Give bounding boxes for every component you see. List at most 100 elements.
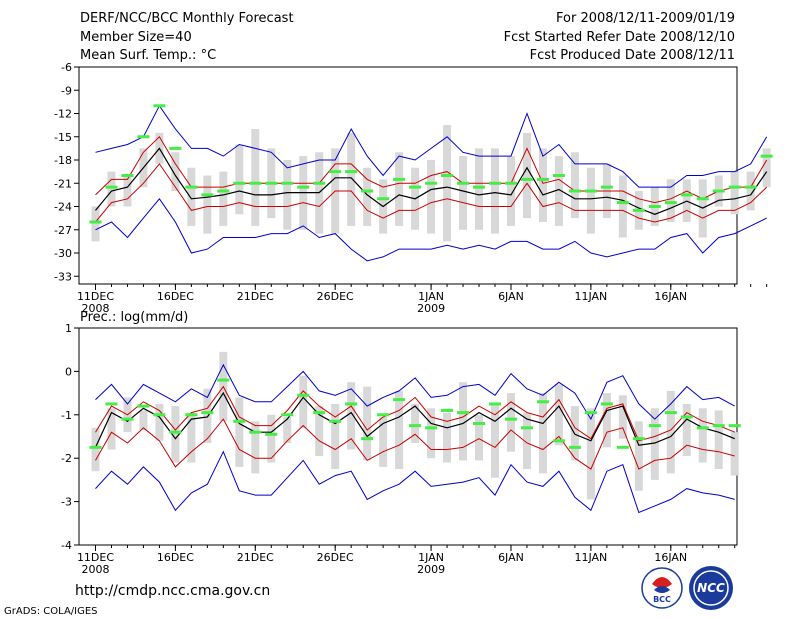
y-tick-label: -1 xyxy=(61,409,72,422)
observed-marker xyxy=(648,205,661,208)
observed-marker xyxy=(329,419,342,423)
spread-box xyxy=(363,167,372,226)
spread-box xyxy=(459,382,468,461)
observed-marker xyxy=(632,208,645,212)
spread-box xyxy=(602,393,611,448)
spread-box xyxy=(554,156,563,226)
spread-box xyxy=(139,410,148,430)
observed-marker xyxy=(169,146,182,150)
spread-box xyxy=(746,171,755,211)
observed-marker xyxy=(616,445,629,449)
y-tick-label: -12 xyxy=(54,108,72,121)
observed-marker xyxy=(409,424,422,428)
ncc-logo-disc xyxy=(689,566,733,610)
y-tick-label: -21 xyxy=(54,177,72,190)
observed-marker xyxy=(137,135,150,139)
observed-marker xyxy=(201,411,214,415)
spread-box xyxy=(107,171,116,207)
observed-marker xyxy=(648,424,661,428)
observed-marker xyxy=(281,413,294,417)
observed-marker xyxy=(664,201,677,205)
observed-marker xyxy=(265,432,278,436)
y-tick-label: -4 xyxy=(61,539,72,552)
spread-box xyxy=(522,412,531,470)
observed-marker xyxy=(185,413,198,417)
observed-marker xyxy=(696,426,709,430)
spread-box xyxy=(155,403,164,441)
lower-spread-line xyxy=(95,163,768,223)
y-tick-label: -2 xyxy=(61,452,72,465)
observed-marker xyxy=(632,437,645,441)
x-tick-label: 26DEC xyxy=(317,551,354,564)
top-panel-title: Mean Surf. Temp.: °C xyxy=(80,48,217,63)
ensemble-min-line xyxy=(95,197,767,262)
observed-marker xyxy=(153,413,166,417)
spread-box xyxy=(618,175,627,238)
spread-box xyxy=(506,393,515,452)
source-url[interactable]: http://cmdp.ncc.cma.gov.cn xyxy=(75,583,271,599)
x-year-label: 2009 xyxy=(417,302,445,315)
observed-marker xyxy=(393,177,406,181)
x-tick-label: 1JAN xyxy=(418,551,444,564)
ensemble-mean-line xyxy=(95,147,768,215)
observed-marker xyxy=(552,174,565,177)
observed-marker xyxy=(137,404,150,408)
spread-box xyxy=(251,421,260,474)
spread-box xyxy=(187,412,196,463)
bcc-logo: BCC xyxy=(641,567,683,609)
observed-marker xyxy=(89,220,102,224)
observed-marker xyxy=(664,411,677,415)
y-tick-label: -6 xyxy=(61,61,72,74)
grads-credit: GrADS: COLA/IGES xyxy=(4,606,98,617)
observed-marker xyxy=(313,411,326,415)
observed-marker xyxy=(153,104,166,108)
observed-marker xyxy=(297,393,310,397)
x-tick-label: 16JAN xyxy=(654,551,687,564)
observed-marker xyxy=(536,177,549,181)
y-tick-label: 0 xyxy=(65,365,72,378)
spread-box xyxy=(363,386,372,461)
spread-box xyxy=(682,403,691,457)
observed-marker xyxy=(361,189,374,193)
spread-box xyxy=(459,156,468,230)
y-tick-label: -27 xyxy=(54,224,72,237)
forecast-produced-date: Fcst Produced Date 2008/12/11 xyxy=(529,48,735,63)
spread-box xyxy=(491,403,499,478)
x-tick-label: 6JAN xyxy=(498,551,524,564)
observed-marker xyxy=(425,181,438,185)
spread-box xyxy=(491,148,499,234)
x-tick-label: 26DEC xyxy=(317,290,354,303)
spread-box xyxy=(347,382,356,450)
observed-marker xyxy=(520,426,533,430)
x-tick-label: 11JAN xyxy=(574,551,607,564)
observed-marker xyxy=(105,402,118,406)
y-tick-label: 1 xyxy=(65,322,72,335)
observed-marker xyxy=(760,154,773,158)
forecast-period: For 2008/12/11-2009/01/19 xyxy=(556,11,735,26)
observed-marker xyxy=(504,181,517,185)
y-tick-label: -15 xyxy=(54,131,72,144)
ensemble-mean-line xyxy=(94,391,735,448)
spread-box xyxy=(475,414,484,461)
observed-marker xyxy=(377,197,390,201)
x-year-label: 2008 xyxy=(82,302,110,315)
observed-marker xyxy=(584,189,597,193)
x-year-label: 2008 xyxy=(82,563,110,576)
spread-box xyxy=(698,408,707,463)
spread-box xyxy=(634,421,643,491)
spread-box xyxy=(219,171,228,226)
observed-marker xyxy=(281,181,294,185)
observed-marker xyxy=(568,445,581,449)
observed-marker xyxy=(473,421,486,425)
spread-box xyxy=(714,410,723,470)
spread-box xyxy=(586,408,595,500)
spread-box xyxy=(283,416,292,444)
x-tick-label: 21DEC xyxy=(237,290,274,303)
observed-marker xyxy=(201,193,214,197)
x-tick-label: 11DEC xyxy=(77,290,114,303)
x-tick-label: 6JAN xyxy=(498,290,524,303)
bottom-panel-title: Prec.: log(mm/d) xyxy=(80,310,189,325)
observed-marker xyxy=(233,181,246,185)
y-tick-label: -18 xyxy=(54,154,72,167)
observed-marker xyxy=(552,439,565,443)
